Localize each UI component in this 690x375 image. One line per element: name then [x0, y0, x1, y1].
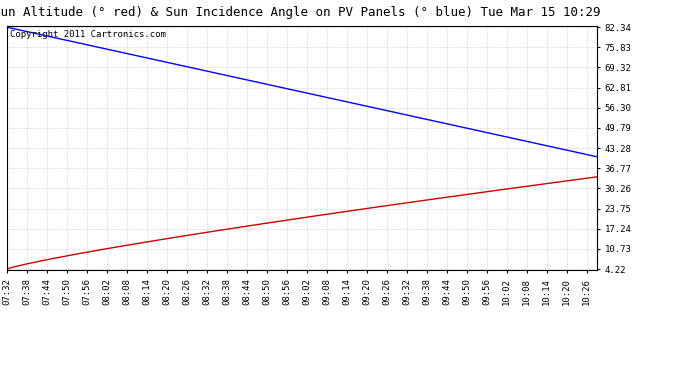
- Text: Copyright 2011 Cartronics.com: Copyright 2011 Cartronics.com: [10, 30, 166, 39]
- Text: Sun Altitude (° red) & Sun Incidence Angle on PV Panels (° blue) Tue Mar 15 10:2: Sun Altitude (° red) & Sun Incidence Ang…: [0, 6, 600, 19]
